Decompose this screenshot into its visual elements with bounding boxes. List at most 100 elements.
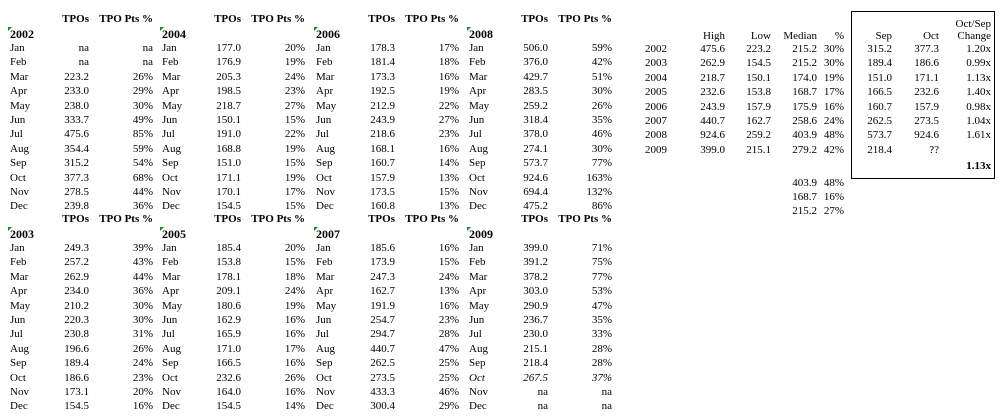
month-label: Apr (10, 285, 28, 298)
month-row: Jul 165.9 16% (160, 327, 305, 341)
tpos-value: 440.7 (370, 342, 395, 355)
tpo-pts-value: 19% (284, 142, 305, 155)
summary-year: 2002 (645, 43, 667, 55)
month-label: Jul (162, 128, 175, 141)
tpo-pts-value: 17% (284, 342, 305, 355)
month-row: Dec 475.2 86% (467, 199, 612, 213)
tpo-pts-value: 13% (438, 200, 459, 213)
month-label: Mar (469, 70, 488, 83)
year-block-2009: TPOs TPO Pts % 2009 Jan 399.0 71% Feb 391.2 75% M… (467, 213, 612, 414)
tpos-value: 300.4 (370, 400, 395, 413)
block-header: TPOs TPO Pts % (160, 213, 305, 227)
median-value: 175.9 (792, 100, 817, 113)
cell-comment-icon (314, 227, 318, 231)
tpos-value: 218.4 (523, 357, 548, 370)
tpos-value: 239.8 (64, 200, 89, 213)
change-value: 1.04x (966, 114, 991, 127)
month-row: Mar 247.3 24% (314, 270, 459, 284)
month-row: Jul 475.6 85% (8, 127, 153, 141)
tpos-value: 290.9 (523, 299, 548, 312)
month-row: Mar 205.3 24% (160, 70, 305, 84)
median-value: 168.7 (792, 190, 817, 203)
summary-year: 2003 (645, 57, 667, 70)
month-row: Jan na na (8, 41, 153, 55)
month-label: Feb (469, 256, 486, 269)
tpos-value: 378.2 (523, 270, 548, 283)
tpo-pts-value: 17% (284, 185, 305, 198)
tpo-pts-value: 14% (438, 157, 459, 170)
tpos-value: 254.7 (370, 313, 395, 326)
month-label: Jan (162, 42, 177, 54)
median-value: 215.2 (792, 205, 817, 218)
pct-value: 16% (823, 190, 844, 203)
tpo-pts-value: 15% (284, 113, 305, 126)
oct-value: 273.5 (914, 114, 939, 127)
median-summary-row: 168.7 16% (645, 190, 997, 204)
block-header: TPOs TPO Pts % (467, 13, 612, 27)
year-block-2008: TPOs TPO Pts % 2008 Jan 506.0 59% Feb 376.0 42% M… (467, 13, 612, 214)
tpos-value: 170.1 (216, 185, 241, 198)
tpo-pts-value: 20% (132, 385, 153, 398)
tpo-pts-value: 68% (132, 171, 153, 184)
tpos-value: 303.0 (523, 285, 548, 298)
tpos-value: 177.0 (216, 42, 241, 54)
month-row: Aug 354.4 59% (8, 142, 153, 156)
tpos-value: 186.6 (64, 371, 89, 384)
tpo-pts-value: na (142, 56, 153, 69)
block-header: TPOs TPO Pts % (8, 213, 153, 227)
tpo-pts-value: 54% (132, 157, 153, 170)
tpos-value: 506.0 (523, 42, 548, 54)
month-row: Apr 233.0 29% (8, 84, 153, 98)
month-label: Dec (162, 400, 180, 413)
month-row: Jun 254.7 23% (314, 313, 459, 327)
low-value: 150.1 (746, 71, 771, 84)
month-label: Nov (162, 385, 181, 398)
tpo-pts-value: 163% (586, 171, 612, 184)
tpo-pts-value: 33% (591, 328, 612, 341)
tpos-value: 274.1 (523, 142, 548, 155)
month-label: Mar (316, 70, 335, 83)
cell-comment-icon (160, 27, 164, 31)
oct-value: ?? (929, 143, 939, 156)
month-row: Sep 151.0 15% (160, 156, 305, 170)
tpo-pts-value: 42% (591, 56, 612, 69)
tpo-pts-value: 26% (132, 70, 153, 83)
month-row: Feb 173.9 15% (314, 255, 459, 269)
low-value: 153.8 (746, 86, 771, 99)
month-label: Jun (10, 313, 26, 326)
tpos-value: 198.5 (216, 85, 241, 98)
median-value: 258.6 (792, 114, 817, 127)
year-label: 2009 (467, 227, 612, 241)
tpo-pts-value: 25% (438, 357, 459, 370)
year-text: 2007 (316, 227, 340, 241)
month-row: May 238.0 30% (8, 99, 153, 113)
summary-row: 2006 243.9 157.9 175.9 16% 160.7 157.9 0.98x (645, 100, 997, 114)
tpos-value: 232.6 (216, 371, 241, 384)
month-row: Dec 154.5 16% (8, 399, 153, 413)
tpos-value: 165.9 (216, 328, 241, 341)
month-row: Sep 262.5 25% (314, 356, 459, 370)
tpos-value: 267.5 (523, 371, 548, 384)
tpo-pts-value: 28% (591, 357, 612, 370)
month-label: Mar (316, 270, 335, 283)
tpo-pts-value: 53% (591, 285, 612, 298)
month-label: Jul (162, 328, 175, 341)
tpos-value: na (537, 400, 548, 413)
tpo-pts-value: 59% (591, 42, 612, 54)
pct-value: 30% (823, 57, 844, 70)
tpos-value: 173.9 (370, 256, 395, 269)
month-label: Oct (162, 371, 178, 384)
month-row: May 210.2 30% (8, 299, 153, 313)
tpos-header: TPOs (368, 13, 395, 25)
summary-row: 2003 262.9 154.5 215.2 30% 189.4 186.6 0.99x (645, 56, 997, 70)
tpos-value: 377.3 (64, 171, 89, 184)
month-row: Oct 273.5 25% (314, 371, 459, 385)
month-row: Jun 243.9 27% (314, 113, 459, 127)
tpo-pts-value: 24% (438, 270, 459, 283)
tpo-pts-value: 16% (284, 328, 305, 341)
tpo-pts-value: 19% (284, 299, 305, 312)
block-header: TPOs TPO Pts % (467, 213, 612, 227)
summary-year: 2009 (645, 143, 667, 156)
change-header-line2: Change (957, 30, 991, 42)
tpos-value: na (537, 385, 548, 398)
